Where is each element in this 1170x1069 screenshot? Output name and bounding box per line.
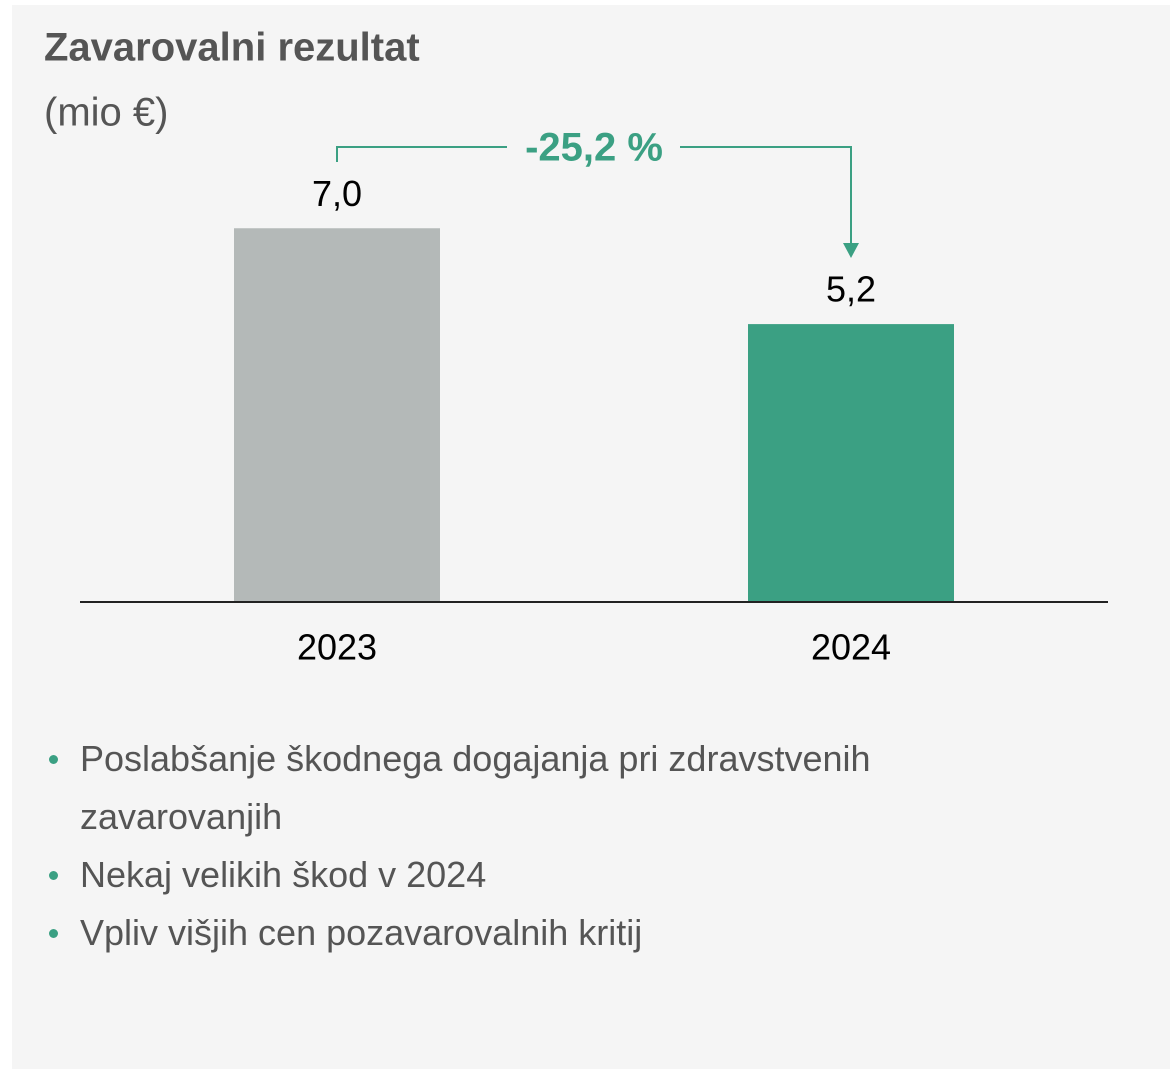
note: Poslabšanje škodnega dogajanja pri zdrav… xyxy=(49,730,1080,846)
note: Vpliv višjih cen pozavarovalnih kritij xyxy=(49,904,1080,962)
bar xyxy=(748,324,954,601)
note: Nekaj velikih škod v 2024 xyxy=(49,846,1080,904)
notes: Poslabšanje škodnega dogajanja pri zdrav… xyxy=(40,730,1080,962)
x-tick-label: 2023 xyxy=(297,627,377,668)
change-label: -25,2 % xyxy=(525,126,663,170)
x-tick-label: 2024 xyxy=(811,627,891,668)
chart-title: Zavarovalni rezultat xyxy=(44,26,420,70)
value-label: 5,2 xyxy=(826,269,876,310)
change-arrow xyxy=(336,146,852,245)
value-label: 7,0 xyxy=(312,173,362,214)
chart-subtitle: (mio €) xyxy=(44,91,168,135)
arrow-head xyxy=(843,243,859,258)
bar xyxy=(234,228,440,601)
card xyxy=(12,5,1170,1069)
